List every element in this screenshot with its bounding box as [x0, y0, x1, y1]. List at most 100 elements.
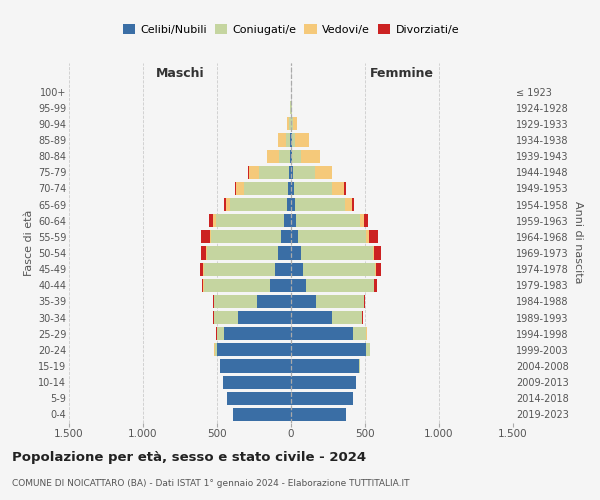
Bar [287, 198, 291, 211]
Bar [368, 230, 377, 243]
Bar [291, 214, 296, 228]
Bar [226, 198, 230, 211]
Bar [367, 230, 369, 243]
Bar [294, 182, 332, 195]
Bar [291, 408, 346, 421]
Bar [209, 230, 211, 243]
Bar [224, 327, 291, 340]
Bar [374, 278, 377, 292]
Bar [291, 343, 367, 356]
Bar [291, 134, 292, 146]
Bar [291, 392, 353, 405]
Bar [278, 134, 286, 146]
Bar [301, 246, 373, 260]
Legend: Celibi/Nubili, Coniugati/e, Vedovi/e, Divorziati/e: Celibi/Nubili, Coniugati/e, Vedovi/e, Di… [118, 20, 464, 39]
Bar [203, 278, 270, 292]
Bar [257, 295, 291, 308]
Bar [373, 246, 374, 260]
Bar [291, 295, 316, 308]
Bar [362, 311, 363, 324]
Bar [344, 182, 346, 195]
Bar [291, 327, 353, 340]
Bar [288, 182, 291, 195]
Bar [233, 408, 291, 421]
Bar [293, 117, 297, 130]
Bar [345, 198, 352, 211]
Bar [227, 392, 291, 405]
Bar [353, 327, 367, 340]
Bar [270, 278, 291, 292]
Bar [289, 117, 290, 130]
Bar [284, 214, 291, 228]
Bar [303, 262, 376, 276]
Bar [202, 230, 209, 243]
Y-axis label: Fasce di età: Fasce di età [23, 210, 34, 276]
Bar [235, 182, 236, 195]
Bar [200, 262, 203, 276]
Bar [292, 117, 293, 130]
Bar [364, 214, 368, 228]
Bar [238, 311, 291, 324]
Bar [212, 295, 214, 308]
Bar [291, 246, 301, 260]
Text: COMUNE DI NOICATTARO (BA) - Dati ISTAT 1° gennaio 2024 - Elaborazione TUTTITALIA: COMUNE DI NOICATTARO (BA) - Dati ISTAT 1… [12, 479, 409, 488]
Bar [359, 360, 360, 372]
Bar [352, 198, 354, 211]
Y-axis label: Anni di nascita: Anni di nascita [573, 201, 583, 284]
Bar [249, 166, 259, 179]
Bar [281, 230, 291, 243]
Bar [291, 198, 295, 211]
Bar [316, 166, 332, 179]
Text: Femmine: Femmine [370, 66, 434, 80]
Bar [211, 230, 281, 243]
Bar [291, 278, 306, 292]
Bar [215, 214, 284, 228]
Bar [301, 150, 320, 163]
Text: Popolazione per età, sesso e stato civile - 2024: Popolazione per età, sesso e stato civil… [12, 452, 366, 464]
Bar [278, 246, 291, 260]
Bar [214, 311, 238, 324]
Bar [202, 246, 206, 260]
Bar [224, 198, 226, 211]
Bar [289, 166, 291, 179]
Bar [291, 376, 356, 389]
Bar [292, 134, 295, 146]
Bar [290, 150, 291, 163]
Bar [203, 262, 275, 276]
Bar [360, 214, 364, 228]
Bar [296, 214, 360, 228]
Bar [214, 214, 215, 228]
Bar [213, 311, 214, 324]
Bar [332, 311, 362, 324]
Bar [298, 230, 367, 243]
Bar [295, 198, 345, 211]
Bar [291, 311, 332, 324]
Bar [206, 246, 278, 260]
Bar [268, 150, 279, 163]
Bar [291, 230, 298, 243]
Bar [220, 360, 291, 372]
Bar [217, 343, 291, 356]
Bar [290, 134, 291, 146]
Bar [217, 327, 224, 340]
Bar [306, 278, 374, 292]
Bar [215, 343, 217, 356]
Bar [291, 360, 359, 372]
Bar [209, 214, 214, 228]
Bar [376, 262, 380, 276]
Bar [287, 117, 289, 130]
Bar [202, 278, 203, 292]
Bar [275, 262, 291, 276]
Bar [236, 182, 244, 195]
Bar [367, 343, 370, 356]
Bar [230, 198, 287, 211]
Bar [248, 166, 249, 179]
Bar [316, 295, 364, 308]
Bar [374, 246, 381, 260]
Bar [214, 295, 257, 308]
Bar [244, 182, 288, 195]
Bar [292, 150, 301, 163]
Text: Maschi: Maschi [155, 66, 205, 80]
Bar [279, 150, 290, 163]
Bar [286, 134, 290, 146]
